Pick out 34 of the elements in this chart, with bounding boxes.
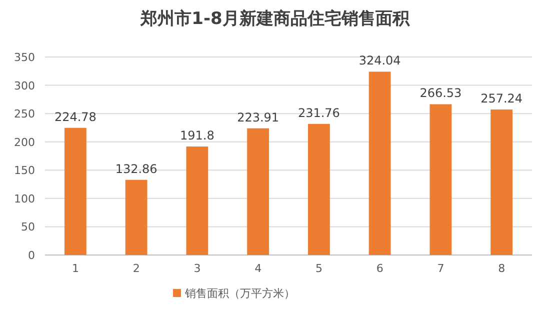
x-tick-label: 3 [194, 262, 201, 275]
y-tick-label: 0 [28, 249, 35, 262]
y-tick-label: 300 [14, 79, 35, 92]
chart-title: 郑州市1-8月新建商品住宅销售面积 [140, 9, 410, 29]
x-tick-label: 6 [376, 262, 384, 275]
data-label: 132.86 [115, 162, 158, 176]
data-label: 224.78 [54, 110, 96, 124]
y-tick-label: 100 [14, 192, 35, 206]
x-tick-label: 5 [315, 262, 322, 275]
bar [247, 128, 270, 255]
data-label: 257.24 [480, 91, 523, 106]
bar [430, 104, 452, 255]
data-label: 223.91 [237, 110, 280, 124]
bar [186, 146, 208, 255]
data-label: 231.76 [298, 106, 340, 120]
x-tick-label: 4 [254, 262, 262, 275]
x-tick-label: 8 [498, 262, 506, 275]
y-tick-label: 50 [21, 220, 35, 234]
y-tick-label: 250 [14, 108, 35, 121]
bar [308, 124, 330, 255]
y-tick-label: 350 [14, 51, 35, 64]
data-label: 191.8 [180, 128, 214, 142]
x-tick-label: 1 [72, 262, 79, 275]
x-tick-label: 2 [132, 262, 140, 275]
bar [125, 180, 148, 255]
legend-label: 销售面积（万平方米） [184, 287, 295, 300]
data-label: 324.04 [358, 54, 401, 68]
bar [64, 128, 86, 255]
x-tick-label: 7 [437, 262, 444, 275]
y-tick-label: 200 [14, 136, 35, 149]
bar [368, 72, 391, 255]
bar [490, 109, 513, 255]
y-tick-label: 150 [14, 164, 35, 178]
data-label: 266.53 [420, 86, 462, 100]
